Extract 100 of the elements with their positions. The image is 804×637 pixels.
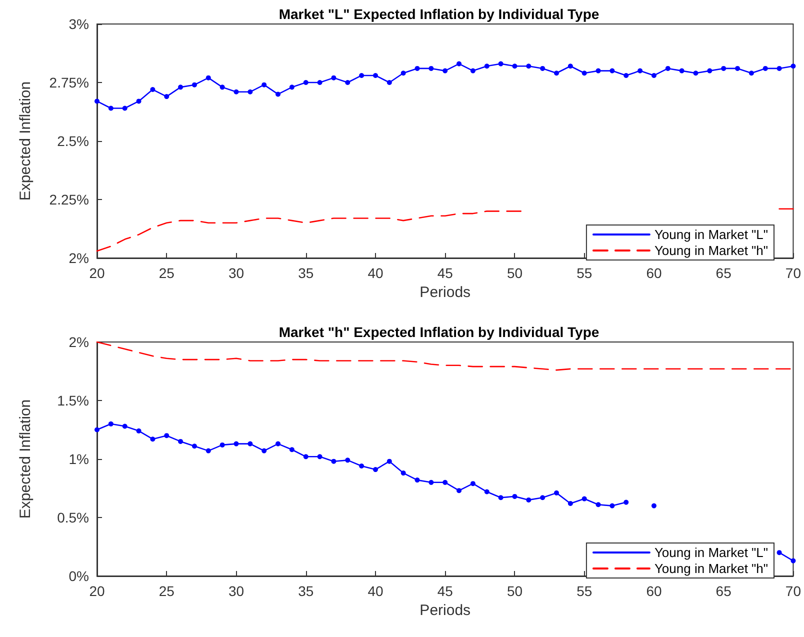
point: [386, 458, 392, 464]
point: [206, 448, 211, 454]
point: [512, 494, 518, 499]
point: [554, 70, 559, 76]
point: [414, 478, 420, 483]
point: [762, 66, 768, 71]
point: [372, 467, 378, 472]
point: [776, 550, 782, 556]
point: [470, 481, 476, 486]
x-axis-title: Periods: [420, 602, 471, 619]
point: [276, 92, 281, 97]
x-tick-label: 70: [785, 583, 802, 599]
point: [568, 500, 573, 506]
point: [638, 68, 643, 74]
point: [289, 447, 294, 452]
point: [554, 490, 559, 496]
point: [568, 64, 573, 69]
point: [150, 436, 156, 442]
legend-label: Young in Market "L": [654, 545, 768, 560]
legend-label: Young in Market "h": [654, 243, 768, 258]
point: [345, 80, 350, 85]
y-tick-label: 2.5%: [57, 133, 89, 149]
y-axis-title: Expected Inflation: [17, 399, 34, 519]
point: [220, 442, 225, 448]
point: [178, 438, 184, 444]
x-tick-label: 40: [368, 583, 384, 599]
point: [484, 489, 490, 494]
point: [122, 106, 128, 111]
x-tick-label: 35: [298, 265, 314, 281]
point: [164, 433, 170, 438]
y-tick-label: 2%: [68, 334, 89, 350]
y-tick-label: 3%: [68, 16, 89, 32]
point: [498, 61, 504, 66]
point: [150, 87, 156, 92]
x-tick-label: 20: [89, 265, 105, 281]
point: [108, 106, 114, 111]
point: [610, 503, 615, 508]
point: [651, 503, 656, 508]
point: [331, 75, 336, 80]
point: [178, 84, 184, 90]
point: [164, 94, 170, 100]
point: [428, 66, 434, 71]
point: [582, 496, 587, 502]
point: [94, 98, 100, 104]
point: [206, 75, 211, 80]
x-tick-label: 65: [716, 583, 732, 599]
point: [707, 68, 712, 74]
point: [442, 480, 448, 485]
x-tick-label: 55: [576, 583, 592, 599]
point: [470, 68, 476, 74]
y-axis-title: Expected Inflation: [17, 81, 34, 201]
chart-title: Market "h" Expected Inflation by Individual Type: [278, 324, 600, 340]
point: [400, 70, 406, 76]
point: [303, 454, 308, 460]
y-tick-label: 2.25%: [49, 192, 89, 208]
point: [679, 68, 684, 74]
point: [262, 82, 267, 88]
x-tick-label: 30: [228, 265, 244, 281]
point: [526, 497, 532, 502]
point: [289, 84, 294, 90]
point: [596, 502, 601, 508]
x-tick-label: 45: [437, 265, 454, 281]
x-axis-title: Periods: [420, 284, 471, 301]
y-tick-label: 0.5%: [57, 510, 89, 526]
x-tick-label: 60: [646, 583, 662, 599]
point: [456, 488, 462, 494]
point: [540, 66, 546, 71]
point: [359, 72, 364, 78]
point: [721, 66, 726, 71]
legend-label: Young in Market "L": [654, 227, 768, 242]
point: [428, 480, 434, 485]
point: [596, 68, 601, 74]
point: [303, 80, 308, 85]
point: [442, 68, 448, 74]
point: [372, 72, 378, 78]
y-tick-label: 1%: [68, 451, 89, 467]
point: [693, 70, 698, 76]
point: [748, 70, 754, 76]
point: [234, 89, 239, 94]
point: [790, 558, 796, 564]
x-tick-label: 50: [506, 583, 523, 599]
point: [610, 68, 615, 74]
x-tick-label: 30: [228, 583, 244, 599]
y-tick-label: 0%: [68, 568, 89, 584]
x-tick-label: 25: [158, 583, 175, 599]
point: [276, 441, 281, 446]
point: [136, 428, 142, 434]
point: [192, 82, 197, 88]
point: [248, 89, 253, 94]
x-tick-label: 45: [437, 583, 454, 599]
point: [456, 61, 462, 66]
y-tick-label: 2%: [68, 250, 89, 266]
point: [651, 72, 656, 78]
point: [498, 495, 504, 500]
point: [136, 98, 142, 104]
x-tick-label: 60: [646, 265, 662, 281]
x-tick-label: 20: [89, 583, 105, 599]
point: [414, 66, 420, 71]
point: [624, 500, 629, 505]
point: [582, 70, 587, 76]
